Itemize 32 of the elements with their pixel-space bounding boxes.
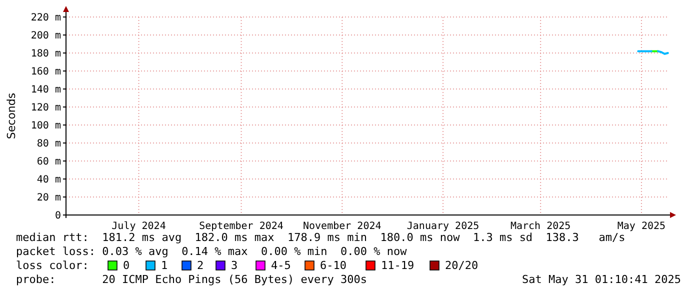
y-tick-label: 60 m (36, 156, 61, 168)
y-tick-label: 220 m (30, 12, 61, 24)
legend-label: 6-10 (320, 259, 346, 272)
x-tick-label: January 2025 (406, 221, 480, 232)
y-tick-label: 200 m (30, 30, 61, 42)
y-tick-label: 100 m (30, 120, 61, 132)
text: Sat May 31 01:10:41 2025 (522, 273, 681, 286)
text: probe: 20 ICMP Echo Pings (56 Bytes) every 300s (16, 273, 367, 286)
legend-label: 0 (123, 259, 130, 272)
x-tick-label: March 2025 (510, 221, 571, 232)
legend-title: loss color: (16, 259, 89, 272)
y-tick-label: 80 m (36, 138, 61, 150)
y-tick-label: 20 m (36, 192, 61, 204)
text: median rtt: 181.2 ms avg 182.0 ms max 178.9 ms min 180.0 ms now 1.3 ms sd 138.3 am/s (16, 231, 626, 244)
x-tick-label: September 2024 (199, 221, 284, 232)
legend-label: 1 (161, 259, 168, 272)
y-tick-label: 140 m (30, 84, 61, 96)
legend-label: 2 (197, 259, 204, 272)
y-tick-label: 160 m (30, 66, 61, 78)
legend-label: 20/20 (445, 259, 478, 272)
y-axis-title: Seconds (5, 92, 18, 140)
x-tick-label: July 2024 (112, 221, 166, 232)
legend-label: 11-19 (381, 259, 414, 272)
y-tick-label: 120 m (30, 102, 61, 114)
y-tick-label: 180 m (30, 48, 61, 60)
legend-label: 3 (231, 259, 238, 272)
legend-label: 4-5 (271, 259, 291, 272)
y-tick-label: 0 (54, 210, 61, 222)
x-tick-label: May 2025 (617, 221, 666, 232)
text: packet loss: 0.03 % avg 0.14 % max 0.00 % min 0.00 % now (16, 245, 408, 258)
x-tick-label: November 2024 (303, 221, 382, 232)
y-tick-label: 40 m (36, 174, 61, 186)
